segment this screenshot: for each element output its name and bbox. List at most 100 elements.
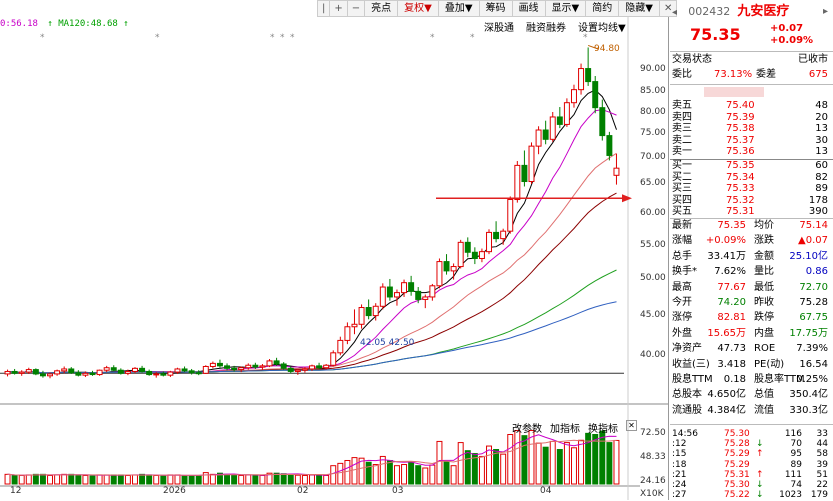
- volume-bar: [110, 474, 117, 485]
- sz-connect-link[interactable]: 深股通: [484, 23, 514, 34]
- zoom-in-button[interactable]: +: [329, 0, 348, 17]
- bid-price: 75.33: [726, 183, 755, 194]
- candle-body: [422, 296, 429, 300]
- volume-bar: [252, 474, 259, 485]
- volume-bar: [174, 474, 181, 485]
- stat-row: 外盘 15.65万 内盘 17.75万: [672, 328, 830, 340]
- simple-button[interactable]: 简约: [585, 0, 620, 17]
- candle-body: [358, 307, 365, 325]
- ma-legend: 0:56.18 ↑ MA120:48.68 ↑: [0, 19, 129, 29]
- candle-body: [344, 326, 351, 341]
- tick-time: :15: [672, 449, 687, 460]
- candle-body: [372, 305, 379, 317]
- tick-volume: 70: [790, 439, 802, 450]
- kline-chart-area[interactable]: * * * * * * * * | + − 亮点 复权▼ 叠加▼ 筹码 画线 显示▼ 简约 隐…: [0, 0, 678, 500]
- price-tick: 75.00: [640, 128, 666, 138]
- volume-bar: [592, 434, 599, 485]
- tick-volume: 116: [784, 429, 802, 439]
- tick-volume: 111: [784, 469, 802, 480]
- ma-settings-link[interactable]: 设置均线▼: [578, 23, 626, 34]
- volume-tick: 72.50: [640, 428, 666, 438]
- ask-row[interactable]: 卖一 75.36 13: [672, 146, 830, 158]
- margin-trading-link[interactable]: 融资融券: [526, 23, 566, 34]
- tick-price: 75.28: [724, 439, 750, 450]
- volume-bar: [507, 434, 514, 485]
- highlight-button[interactable]: 亮点: [364, 0, 399, 17]
- zoom-out-button[interactable]: −: [346, 0, 366, 17]
- date-tick: 04: [540, 486, 552, 496]
- stat-value: 3.418: [717, 358, 746, 370]
- ask-row[interactable]: 卖五 75.40 48: [672, 100, 830, 112]
- bid-volume: 89: [815, 183, 828, 194]
- volume-bar: [75, 474, 82, 485]
- date-tick: 03: [392, 486, 404, 496]
- prev-stock-icon[interactable]: ◂: [672, 7, 678, 18]
- add-indicator-button[interactable]: 加指标: [550, 424, 580, 435]
- stat-row: 涨幅 +0.09% 涨跌 ▲0.07: [672, 235, 830, 247]
- tick-time: :18: [672, 459, 687, 470]
- candle-body: [408, 282, 415, 292]
- volume-bar: [301, 475, 308, 485]
- bid-row[interactable]: 买三 75.33 89: [672, 183, 830, 195]
- overlay-button[interactable]: 叠加▼: [437, 0, 480, 17]
- volume-bar: [309, 474, 315, 485]
- adjust-button[interactable]: 复权▼: [397, 0, 439, 17]
- bid-row[interactable]: 买四 75.32 178: [672, 195, 830, 207]
- candle-body: [450, 266, 457, 272]
- stat-value: ▲0.07: [798, 235, 828, 247]
- volume-bar: [68, 473, 75, 485]
- stat-label: 均价: [754, 220, 774, 231]
- price-tick: 55.00: [640, 240, 666, 250]
- ma-legend-item: ↑ MA120:48.68 ↑: [47, 19, 129, 29]
- volume-bar: [294, 474, 301, 485]
- candle-body: [563, 102, 570, 125]
- candle-body: [401, 282, 408, 294]
- stat-value: 75.35: [717, 220, 746, 231]
- candle-body: [535, 129, 542, 147]
- kline-chart[interactable]: * * * * * * * *: [0, 0, 668, 500]
- price-tick: 85.00: [640, 86, 666, 96]
- volume-bar: [209, 473, 216, 485]
- high-marker-line: [587, 44, 599, 50]
- stat-label: 流通股: [672, 404, 702, 416]
- next-stock-icon[interactable]: ▸: [822, 6, 828, 17]
- edit-params-button[interactable]: 改参数: [512, 424, 542, 435]
- ask-row[interactable]: 卖四 75.39 20: [672, 112, 830, 124]
- volume-bar: [18, 475, 25, 485]
- volume-bar: [514, 429, 521, 485]
- tick-row: :27 75.22 ↓ 1023 179: [672, 489, 830, 501]
- volume-bar: [563, 442, 570, 485]
- ask-row[interactable]: 卖三 75.38 13: [672, 123, 830, 135]
- volume-bar: [124, 475, 131, 485]
- candle-body: [578, 68, 585, 91]
- bid-row[interactable]: 买二 75.34 82: [672, 172, 830, 184]
- stat-row: 收益(三) 3.418 PE(动) 16.54: [672, 359, 830, 371]
- hide-button[interactable]: 隐藏▼: [618, 0, 660, 17]
- bid-row[interactable]: 买一 75.35 60: [672, 160, 830, 172]
- event-star-icon: *: [280, 33, 285, 43]
- close-icon[interactable]: ✕: [658, 0, 678, 17]
- volume-bar: [457, 442, 464, 485]
- tick-price: 75.29: [724, 459, 750, 470]
- candle-body: [415, 290, 422, 300]
- close-indicator-icon[interactable]: ✕: [626, 420, 637, 431]
- candle-body: [117, 369, 124, 374]
- stat-value: 25.10亿: [789, 250, 828, 262]
- candle-body: [54, 370, 61, 375]
- ask-label: 卖五: [672, 100, 692, 111]
- candle-body: [188, 370, 195, 374]
- display-button[interactable]: 显示▼: [544, 0, 587, 17]
- draw-line-button[interactable]: 画线: [511, 0, 546, 17]
- volume-bar: [351, 457, 358, 485]
- volume-bar: [287, 473, 294, 485]
- volume-bar: [556, 449, 563, 485]
- change-indicator-button[interactable]: 换指标: [588, 424, 618, 435]
- volume-bar: [528, 429, 535, 485]
- candle-body: [195, 372, 202, 375]
- candle-body: [167, 371, 174, 376]
- bid-row[interactable]: 买五 75.31 390: [672, 206, 830, 218]
- tick-time: :27: [672, 490, 687, 501]
- ask-row[interactable]: 卖二 75.37 30: [672, 135, 830, 147]
- volume-bar: [89, 475, 96, 485]
- chips-button[interactable]: 筹码: [478, 0, 513, 17]
